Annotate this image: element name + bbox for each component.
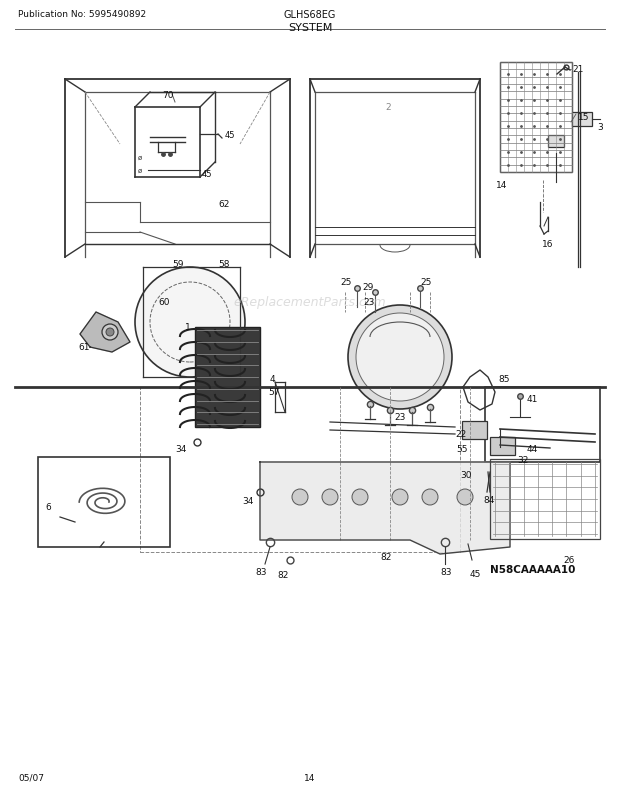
Text: 6: 6: [45, 502, 51, 512]
Text: 61: 61: [78, 342, 89, 351]
Text: 14: 14: [496, 180, 507, 190]
Text: N58CAAAAA10: N58CAAAAA10: [490, 565, 575, 574]
Circle shape: [356, 314, 444, 402]
Text: 34: 34: [175, 444, 187, 453]
Text: 82: 82: [380, 553, 391, 561]
Bar: [490, 437, 515, 456]
Circle shape: [292, 489, 308, 505]
Text: 58: 58: [218, 260, 229, 269]
Text: 23: 23: [394, 412, 405, 422]
Circle shape: [106, 329, 114, 337]
Text: 70: 70: [162, 91, 174, 100]
Text: Publication No: 5995490892: Publication No: 5995490892: [18, 10, 146, 19]
Text: 3: 3: [597, 123, 603, 132]
Text: 85: 85: [498, 375, 510, 383]
Polygon shape: [80, 313, 130, 353]
Bar: [572, 113, 592, 127]
Bar: [485, 387, 600, 463]
Circle shape: [392, 489, 408, 505]
Text: 84: 84: [483, 496, 494, 504]
Text: eReplacementParts.com: eReplacementParts.com: [234, 296, 386, 309]
Circle shape: [457, 489, 473, 505]
Bar: [500, 63, 572, 172]
Text: 41: 41: [527, 395, 538, 403]
Bar: [195, 327, 260, 427]
Text: 34: 34: [242, 496, 254, 505]
Circle shape: [352, 489, 368, 505]
Text: 16: 16: [542, 240, 554, 249]
Text: 05/07: 05/07: [18, 773, 44, 782]
Text: 55: 55: [456, 444, 467, 453]
Text: 45: 45: [470, 569, 481, 578]
Text: 45: 45: [225, 131, 236, 140]
Bar: [140, 387, 460, 553]
Text: ø: ø: [138, 155, 142, 160]
Text: 4: 4: [270, 375, 276, 383]
Text: 30: 30: [460, 471, 471, 480]
Text: 45: 45: [202, 170, 213, 179]
Polygon shape: [260, 463, 510, 554]
Text: GLHS68EG: GLHS68EG: [284, 10, 336, 20]
Text: 22: 22: [455, 429, 466, 439]
Text: 21: 21: [572, 65, 583, 74]
Text: 83: 83: [440, 567, 451, 577]
Text: 32: 32: [517, 456, 528, 464]
Text: 57: 57: [268, 387, 280, 396]
Bar: [490, 460, 600, 539]
Circle shape: [135, 268, 245, 378]
Bar: [462, 422, 487, 439]
Text: 14: 14: [304, 773, 316, 782]
Text: 26: 26: [563, 555, 574, 565]
Text: 25: 25: [340, 277, 352, 286]
Text: 2: 2: [385, 103, 391, 111]
Text: 44: 44: [527, 444, 538, 453]
Circle shape: [102, 325, 118, 341]
Text: ø: ø: [138, 168, 142, 174]
Circle shape: [422, 489, 438, 505]
Text: 82: 82: [277, 570, 288, 579]
Text: 62: 62: [218, 200, 229, 209]
Text: SYSTEM: SYSTEM: [288, 23, 332, 33]
Circle shape: [348, 306, 452, 410]
Text: 1: 1: [185, 322, 191, 331]
Text: 25: 25: [420, 277, 432, 286]
Text: 15: 15: [578, 113, 590, 122]
Bar: [548, 136, 564, 148]
Text: 83: 83: [255, 567, 267, 577]
Text: 60: 60: [158, 298, 169, 306]
Bar: [38, 457, 170, 547]
Circle shape: [322, 489, 338, 505]
Text: 29: 29: [362, 282, 373, 292]
Text: 59: 59: [172, 260, 184, 269]
Text: 23: 23: [363, 298, 374, 306]
